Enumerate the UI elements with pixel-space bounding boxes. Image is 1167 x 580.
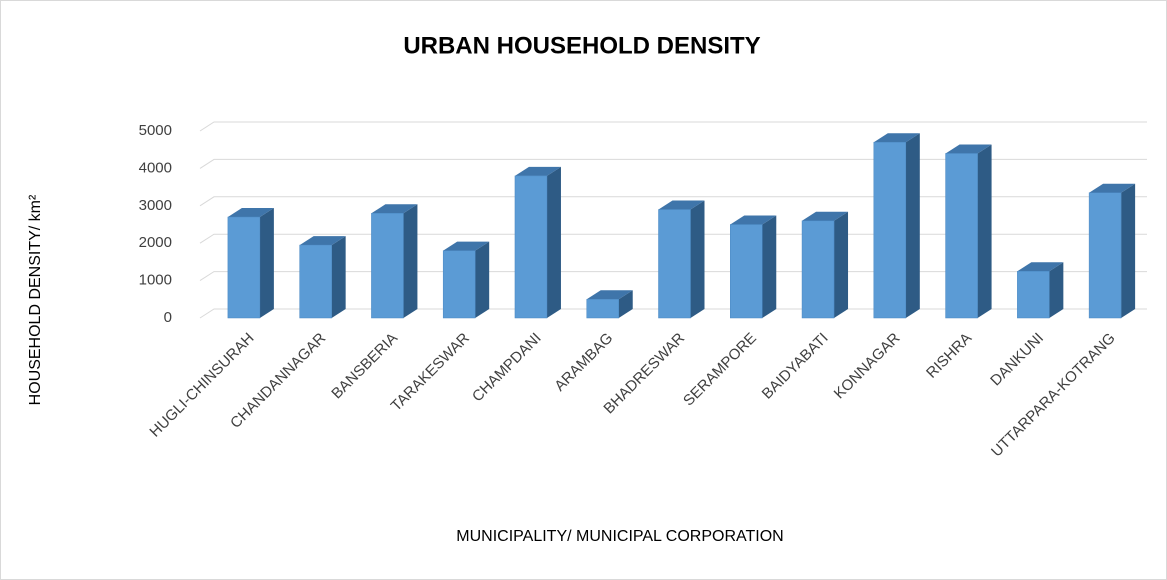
bar-side xyxy=(618,290,633,318)
grid-line xyxy=(199,158,1147,169)
bar-top xyxy=(873,133,920,143)
bar-side xyxy=(834,211,849,318)
bar-top xyxy=(227,208,274,218)
grid-line xyxy=(199,121,1147,132)
bar-side xyxy=(977,144,992,318)
bar xyxy=(801,220,835,319)
bar-top xyxy=(443,241,490,251)
bar-side xyxy=(546,166,561,318)
chart-title: URBAN HOUSEHOLD DENSITY xyxy=(403,32,760,59)
bar-side xyxy=(762,215,777,318)
bar xyxy=(730,224,763,319)
bar xyxy=(227,216,261,319)
y-tick-label: 1000 xyxy=(139,272,172,289)
bar-side xyxy=(1049,262,1064,318)
bar xyxy=(299,244,332,319)
bar-side xyxy=(475,241,490,318)
bar-top xyxy=(658,200,705,210)
bar-side xyxy=(259,208,274,318)
bar xyxy=(1088,192,1122,319)
grid-line xyxy=(199,196,1147,207)
bar xyxy=(514,175,548,319)
bar-side xyxy=(403,204,418,318)
bar xyxy=(945,153,978,319)
bar-top xyxy=(1017,262,1064,272)
bar-top xyxy=(586,290,633,300)
bar-side xyxy=(690,200,705,318)
bar-top xyxy=(802,211,849,221)
bar-top xyxy=(299,236,346,246)
bar xyxy=(1017,271,1050,319)
y-tick-label: 0 xyxy=(164,309,172,326)
y-tick-label: 2000 xyxy=(139,234,172,251)
x-axis-label: MUNICIPALITY/ MUNICIPAL CORPORATION xyxy=(456,528,783,545)
y-axis-label: HOUSEHOLD DENSITY/ km² xyxy=(27,194,44,405)
bar-side xyxy=(331,236,346,318)
bar-top xyxy=(371,204,418,214)
bar-side xyxy=(905,133,920,318)
bar-top xyxy=(730,215,777,225)
bar-top xyxy=(1089,183,1136,193)
bar xyxy=(442,250,476,319)
bar xyxy=(873,141,907,319)
bar-top xyxy=(514,166,561,176)
y-tick-label: 4000 xyxy=(139,159,172,176)
bar-side xyxy=(1121,183,1136,318)
y-tick-label: 5000 xyxy=(139,122,172,139)
y-tick-label: 3000 xyxy=(139,197,172,214)
bar xyxy=(658,209,691,319)
bar-top xyxy=(945,144,992,154)
bar xyxy=(371,213,404,319)
bar xyxy=(586,299,619,319)
